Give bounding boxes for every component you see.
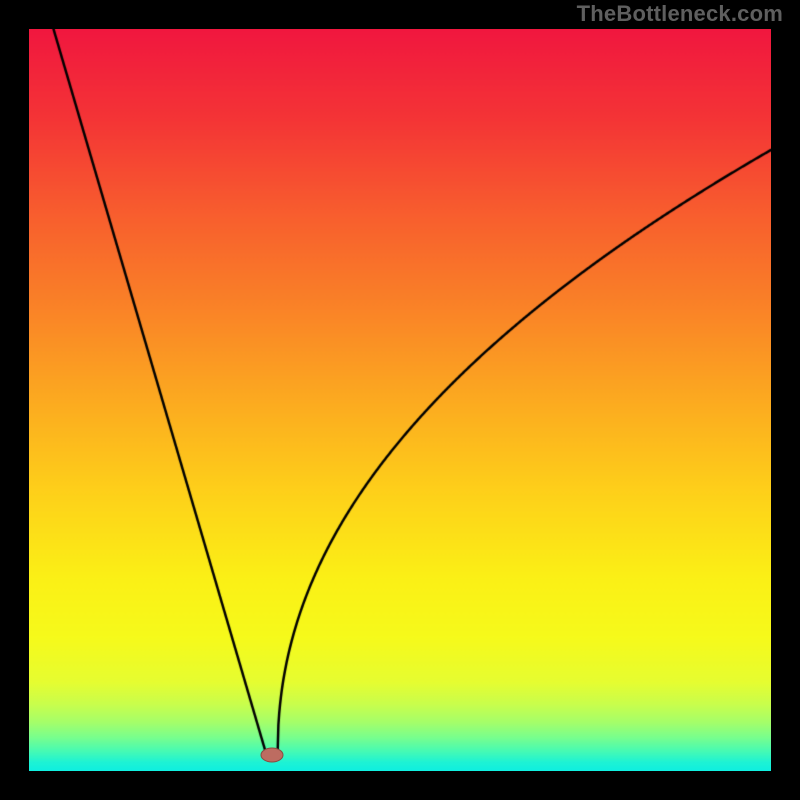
watermark-text: TheBottleneck.com (577, 1, 783, 27)
chart-root: TheBottleneck.com (0, 0, 800, 800)
bottleneck-curve (29, 29, 771, 771)
plot-area (29, 29, 771, 771)
minimum-marker (259, 746, 285, 764)
